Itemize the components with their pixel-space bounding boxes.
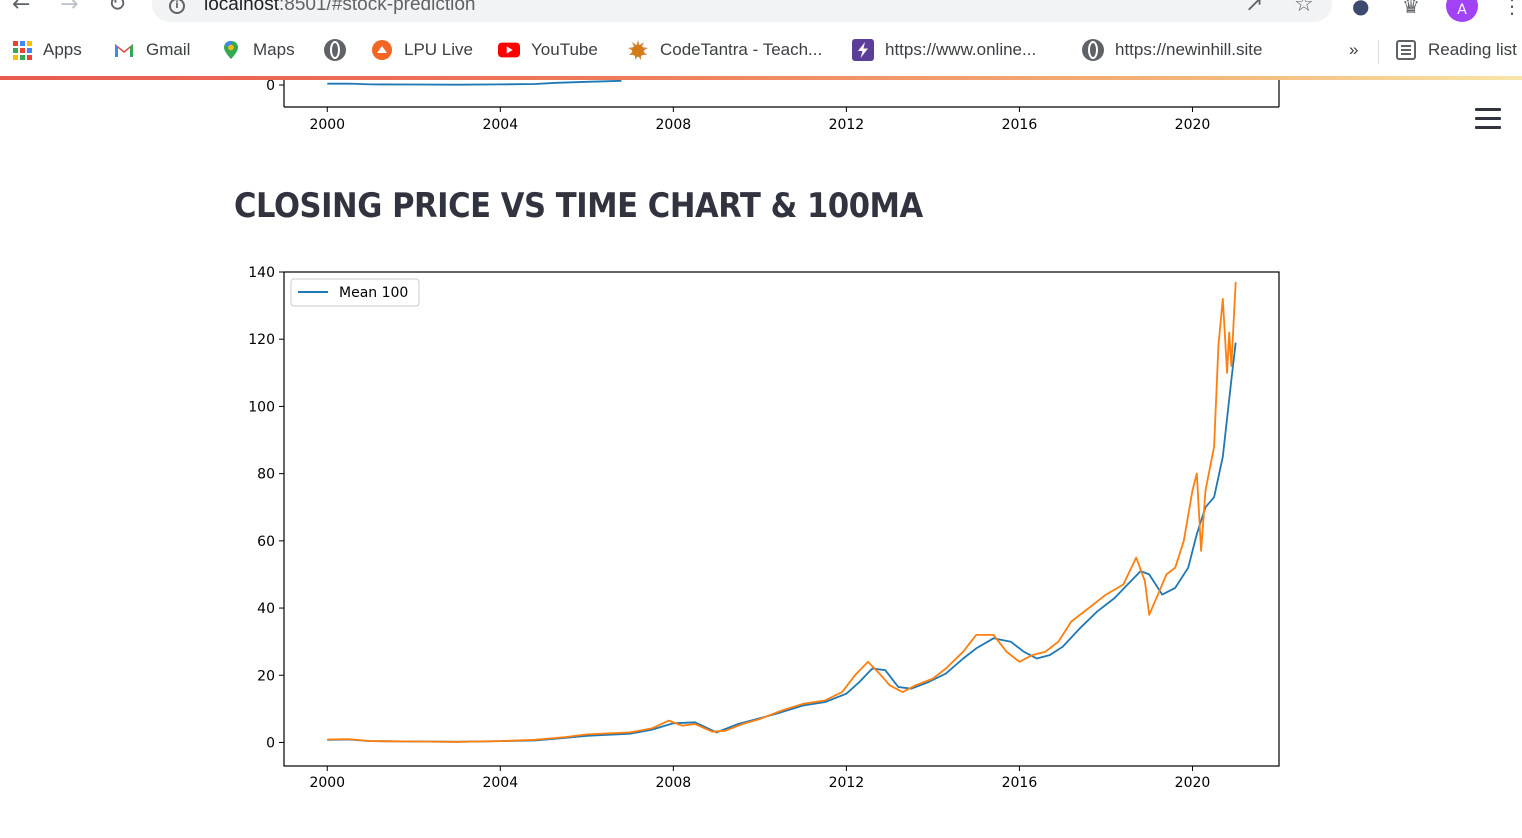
y-tick-label: 120	[248, 332, 275, 348]
profile-initial: A	[1457, 2, 1467, 18]
y-tick-label: 140	[248, 265, 275, 281]
x-tick-label: 2000	[309, 117, 345, 133]
reading-list-label: Reading list	[1428, 40, 1517, 59]
bookmark-codetantra[interactable]: CodeTantra - Teach...	[627, 38, 822, 62]
globe-icon	[1082, 39, 1104, 61]
legend-box	[290, 278, 420, 307]
y-tick-label: 20	[257, 668, 275, 684]
y-tick-label: 60	[257, 534, 275, 550]
gmail-icon	[115, 44, 133, 57]
bookmark-label: YouTube	[531, 40, 598, 59]
bookmark-gmail[interactable]: Gmail	[113, 38, 190, 62]
closing-price-ma100-chart: 2000 2004 2008 2012 2016 2020 0 20 40 60 80 100 120 1…	[248, 265, 1280, 791]
apps-grid-icon	[13, 40, 32, 60]
url-path: :8501/#stock-prediction	[279, 0, 476, 15]
url-text[interactable]: localhost:8501/#stock-prediction	[204, 0, 475, 16]
y-tick-label: 80	[257, 467, 275, 483]
overflow-chevron-icon: »	[1349, 40, 1359, 59]
bookmark-star-icon[interactable]: ☆	[1294, 0, 1314, 17]
x-tick-label: 2016	[1002, 775, 1038, 791]
y-tick-label: 0	[266, 80, 275, 94]
forward-arrow-icon[interactable]: →	[60, 0, 79, 17]
page-title: CLOSING PRICE VS TIME CHART & 100MA	[234, 186, 923, 226]
site-info-icon[interactable]: i	[169, 0, 185, 14]
bookmark-lpu-live[interactable]: LPU Live	[371, 38, 473, 62]
legend-entry: Mean 100	[339, 285, 408, 301]
bookmark-online[interactable]: https://www.online...	[852, 38, 1036, 62]
bookmark-label: Gmail	[146, 40, 191, 59]
page-loading-bar	[0, 76, 1522, 80]
series-line-1	[327, 282, 1237, 743]
browser-toolbar: ← → ↻ i localhost:8501/#stock-prediction…	[0, 0, 1522, 28]
url-host: localhost	[204, 0, 279, 15]
plot-frame	[283, 271, 1280, 767]
bookmark-youtube[interactable]: YouTube	[498, 38, 598, 62]
back-arrow-icon[interactable]: ←	[12, 0, 31, 17]
globe-icon	[324, 39, 346, 61]
series-line-0	[327, 342, 1237, 743]
bolt-icon	[852, 39, 874, 61]
bookmark-maps[interactable]: Maps	[220, 38, 295, 62]
hamburger-menu-icon[interactable]	[1475, 108, 1501, 130]
bookmark-label: https://www.online...	[885, 40, 1037, 59]
y-tick-label: 40	[257, 601, 275, 617]
reading-list-button[interactable]: Reading list	[1395, 38, 1517, 62]
plot-lines	[327, 282, 1237, 743]
y-tick-label: 0	[266, 735, 275, 751]
x-tick-label: 2012	[829, 775, 865, 791]
extension-icon[interactable]: ●	[1352, 0, 1370, 18]
codetantra-icon	[628, 40, 648, 60]
bookmarks-bar: Apps Gmail Maps LPU Live YouTube	[0, 28, 1522, 76]
profile-avatar[interactable]: A	[1446, 0, 1478, 22]
x-tick-label: 2016	[1002, 117, 1038, 133]
x-tick-label: 2004	[482, 775, 518, 791]
maps-pin-icon	[224, 41, 238, 59]
menu-kebab-icon[interactable]: ⋮	[1502, 0, 1522, 18]
x-tick-label: 2008	[656, 775, 692, 791]
series-line-0	[327, 80, 622, 86]
bookmark-label: LPU Live	[404, 40, 473, 59]
bookmarks-divider	[1378, 40, 1379, 64]
reading-list-icon	[1396, 40, 1416, 60]
y-tick-label: 100	[248, 399, 275, 415]
bookmark-label: CodeTantra - Teach...	[660, 40, 823, 59]
previous-chart: 0 2000 2004 2008 2012 2016 2020	[266, 80, 1280, 133]
bookmark-label: https://newinhill.site	[1115, 40, 1263, 59]
x-tick-label: 2000	[309, 775, 345, 791]
chart-legend: Mean 100	[290, 278, 420, 307]
x-tick-label: 2012	[829, 117, 865, 133]
reload-icon[interactable]: ↻	[108, 0, 127, 17]
x-tick-label: 2008	[656, 117, 692, 133]
bookmark-label: Maps	[253, 40, 295, 59]
bookmarks-overflow-button[interactable]: »	[1349, 38, 1358, 62]
bookmark-globe[interactable]	[324, 38, 357, 62]
extensions-puzzle-icon[interactable]: ♛	[1402, 0, 1420, 18]
youtube-icon	[498, 42, 520, 58]
x-tick-label: 2020	[1175, 775, 1211, 791]
bookmark-label: Apps	[43, 40, 82, 59]
bookmark-newinhill[interactable]: https://newinhill.site	[1082, 38, 1262, 62]
share-icon[interactable]: ↗	[1245, 0, 1264, 17]
x-tick-label: 2004	[482, 117, 518, 133]
x-tick-label: 2020	[1175, 117, 1211, 133]
address-bar[interactable]: i localhost:8501/#stock-prediction ↗ ☆	[152, 0, 1332, 22]
lpu-live-icon	[372, 40, 392, 60]
bookmark-apps[interactable]: Apps	[13, 38, 82, 62]
